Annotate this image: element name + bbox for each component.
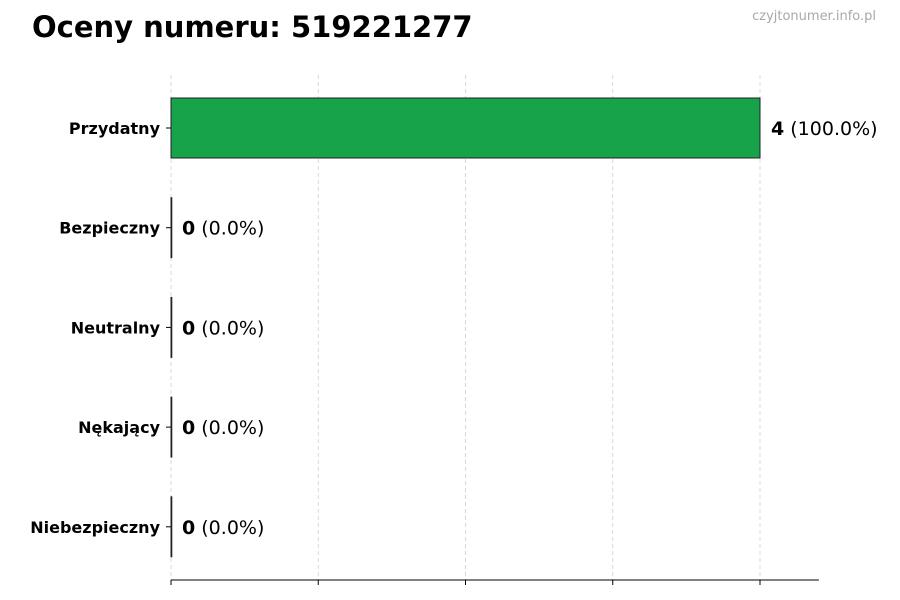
value-count: 0 (182, 317, 195, 339)
value-label: 0 (0.0%) (182, 517, 264, 539)
value-percent: (0.0%) (195, 417, 264, 439)
value-count: 0 (182, 218, 195, 240)
value-label: 0 (0.0%) (182, 317, 264, 339)
category-label: Przydatny (69, 119, 161, 138)
value-label: 4 (100.0%) (771, 118, 878, 140)
value-percent: (100.0%) (784, 118, 877, 140)
value-count: 0 (182, 517, 195, 539)
value-percent: (0.0%) (195, 517, 264, 539)
value-percent: (0.0%) (195, 218, 264, 240)
value-count: 4 (771, 118, 784, 140)
watermark: czyjtonumer.info.pl (752, 9, 876, 24)
bar (170, 496, 173, 558)
bar (170, 396, 173, 458)
category-label: Bezpieczny (59, 219, 160, 238)
bar (170, 296, 173, 358)
category-label: Nękający (78, 418, 160, 437)
bar (170, 197, 173, 259)
value-count: 0 (182, 417, 195, 439)
value-label: 0 (0.0%) (182, 417, 264, 439)
value-percent: (0.0%) (195, 317, 264, 339)
value-label: 0 (0.0%) (182, 218, 264, 240)
bar (170, 97, 761, 159)
chart-title: Oceny numeru: 519221277 (32, 10, 473, 44)
category-label: Neutralny (71, 318, 161, 337)
category-label: Niebezpieczny (30, 518, 160, 537)
